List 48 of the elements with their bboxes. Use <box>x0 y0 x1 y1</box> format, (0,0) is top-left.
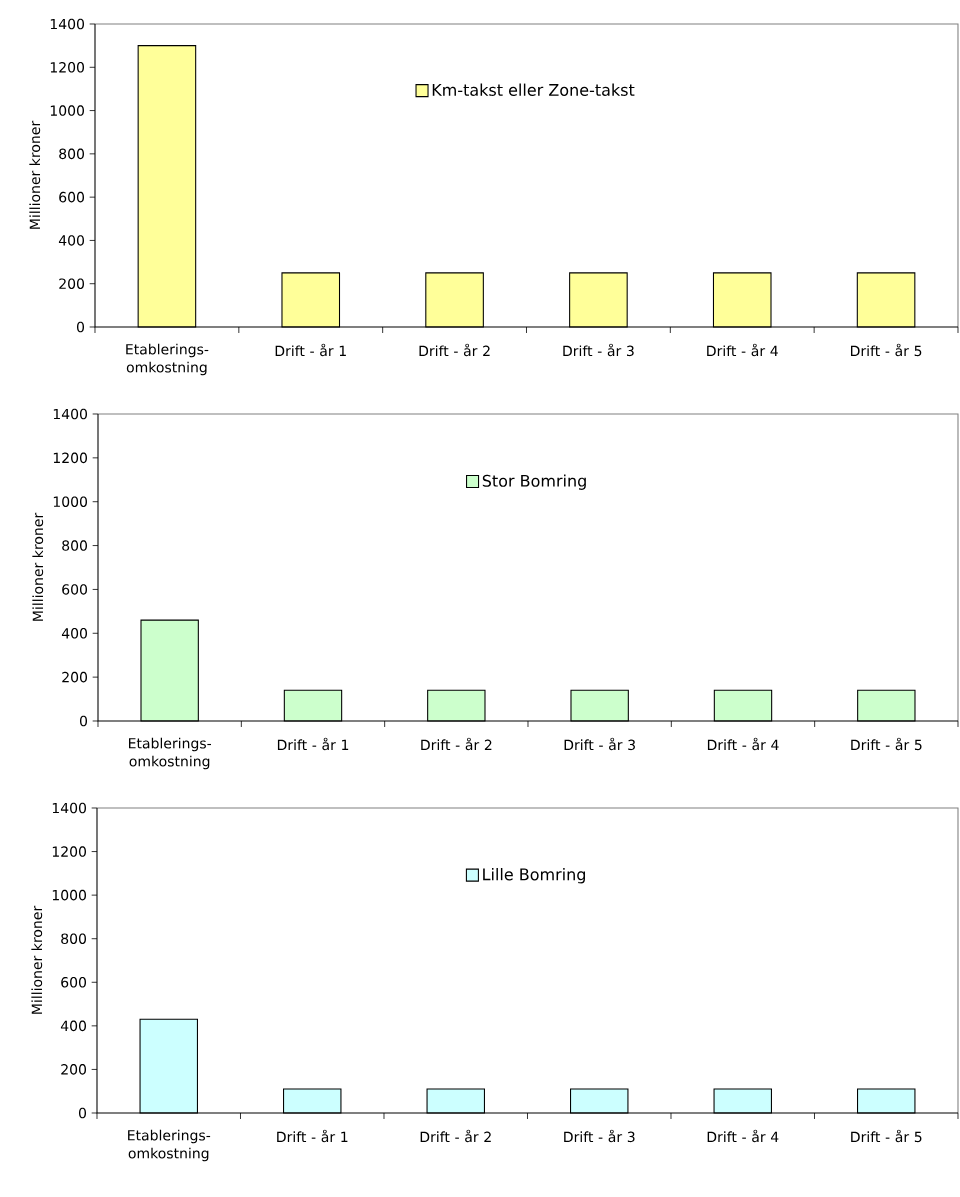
x-tick-label: Drift - år 1 <box>275 343 346 357</box>
x-tick-label: Drift - år 2 <box>420 1129 491 1143</box>
y-tick-label: 1200 <box>53 452 87 464</box>
x-tick-label: Drift - år 1 <box>277 1129 348 1143</box>
x-tick-label: Etablerings-omkostning <box>129 737 212 770</box>
y-tick-label: 800 <box>62 540 88 551</box>
y-tick-label: 0 <box>78 1107 87 1119</box>
y-tick-label: 400 <box>60 1020 87 1032</box>
y-tick-label: 600 <box>61 976 87 988</box>
x-tick-label: Drift - år 5 <box>851 737 922 751</box>
y-tick-label: 1200 <box>50 61 84 73</box>
y-tick-label: 600 <box>62 584 88 595</box>
y-tick-label: 600 <box>59 191 85 203</box>
y-tick-label: 200 <box>59 278 85 289</box>
legend-label: Lille Bomring <box>483 868 585 884</box>
x-tick-label: Drift - år 2 <box>419 343 490 357</box>
x-tick-label: Etablerings-omkostning <box>128 1129 211 1162</box>
y-tick-label: 1000 <box>52 889 86 901</box>
legend-label: Stor Bomring <box>482 474 586 490</box>
y-tick-label: 1400 <box>52 802 86 814</box>
x-tick-label: Drift - år 3 <box>564 1129 635 1143</box>
y-tick-label: 1400 <box>50 18 84 30</box>
x-tick-label: Etablerings-omkostning <box>126 343 209 376</box>
y-tick-label: 400 <box>61 627 88 639</box>
y-axis-title: Millioner kroner <box>31 905 43 1014</box>
y-tick-label: 1400 <box>53 408 87 420</box>
x-tick-label: Drift - år 5 <box>851 1129 922 1143</box>
y-tick-label: 1000 <box>53 496 87 507</box>
y-tick-label: 800 <box>59 148 85 160</box>
y-tick-label: 200 <box>61 1064 87 1075</box>
x-tick-label: Drift - år 4 <box>707 1129 779 1143</box>
y-tick-label: 1200 <box>52 846 86 857</box>
x-tick-label: Drift - år 3 <box>564 737 635 751</box>
y-axis-title: Millioner kroner <box>32 512 44 621</box>
y-tick-label: 1000 <box>50 105 84 116</box>
x-tick-label: Drift - år 2 <box>421 737 492 751</box>
x-tick-label: Drift - år 3 <box>563 343 634 357</box>
y-tick-label: 0 <box>76 321 85 333</box>
y-axis-title: Millioner kroner <box>29 120 41 229</box>
x-tick-label: Drift - år 4 <box>707 737 779 751</box>
x-tick-label: Drift - år 1 <box>277 737 349 751</box>
y-tick-label: 400 <box>58 235 85 246</box>
y-tick-label: 200 <box>62 671 88 683</box>
x-tick-label: Drift - år 5 <box>851 343 922 357</box>
y-tick-label: 800 <box>61 933 87 944</box>
y-tick-label: 0 <box>79 715 88 727</box>
legend-label: Km-takst eller Zone-takst <box>432 83 635 96</box>
x-tick-label: Drift - år 4 <box>707 343 778 357</box>
